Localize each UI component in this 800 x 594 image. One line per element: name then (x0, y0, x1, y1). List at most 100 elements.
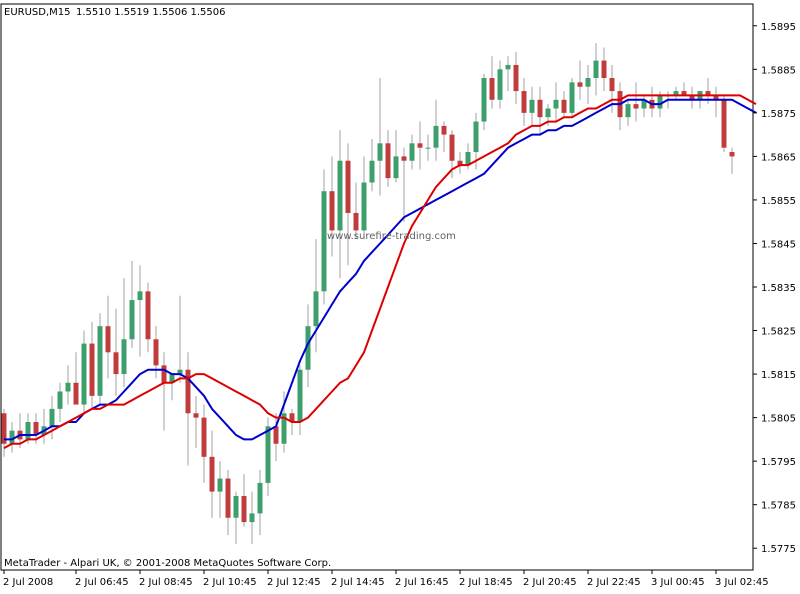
candle-body (353, 212, 359, 231)
price-tick-label: 1.5855 (761, 196, 796, 207)
candle-body (625, 104, 631, 118)
candle (137, 265, 143, 357)
candle-body (545, 108, 551, 118)
candle-body (561, 99, 567, 113)
candle (225, 469, 231, 536)
candle-body (73, 382, 79, 405)
candle-body (249, 513, 255, 523)
time-tick-label: 2 Jul 06:45 (75, 577, 129, 588)
candle (273, 413, 279, 462)
candle-body (641, 99, 647, 109)
candle (457, 152, 463, 174)
candle-body (313, 291, 319, 327)
candle-body (553, 99, 559, 109)
candle-body (65, 382, 71, 392)
time-tick-label: 2 Jul 14:45 (331, 577, 385, 588)
time-axis: 2 Jul 2008 2 Jul 06:45 2 Jul 08:45 2 Jul 10… (3, 570, 769, 588)
candle (57, 382, 63, 422)
candle-body (465, 152, 471, 166)
time-tick-label: 2 Jul 22:45 (587, 577, 641, 588)
candle (585, 64, 591, 105)
candle (385, 130, 391, 187)
price-tick-label: 1.5825 (761, 327, 796, 338)
candle (433, 99, 439, 161)
candle (497, 60, 503, 109)
candle (65, 365, 71, 405)
candle-body (273, 426, 279, 444)
candle-body (577, 82, 583, 87)
candle-body (489, 78, 495, 100)
candle (257, 469, 263, 536)
candle-body (81, 343, 87, 405)
candle-body (25, 421, 31, 440)
candle-body (297, 369, 303, 422)
candle (161, 352, 167, 431)
candle (441, 121, 447, 153)
candle (561, 91, 567, 118)
candle (9, 421, 15, 453)
candle-body (433, 125, 439, 148)
time-tick-label: 2 Jul 08:45 (139, 577, 193, 588)
candle-body (289, 413, 295, 422)
candle (185, 352, 191, 466)
candle-body (521, 91, 527, 113)
candle-body (1, 413, 7, 444)
time-tick-label: 2 Jul 2008 (3, 577, 53, 588)
candle (361, 156, 367, 240)
candle (337, 130, 343, 279)
candle (625, 99, 631, 126)
candle-body (441, 125, 447, 135)
candle-body (721, 99, 727, 148)
candle (377, 78, 383, 196)
candle (713, 86, 719, 118)
candle-body (329, 191, 335, 231)
price-axis: 1.5895 1.5885 1.5875 1.5865 1.5855 1.5845 1.58… (753, 22, 796, 555)
candle-body (657, 95, 663, 109)
candle-body (377, 143, 383, 161)
price-tick-label: 1.5815 (761, 370, 796, 381)
candle-body (457, 160, 463, 166)
candle (329, 156, 335, 257)
ma-fast-line (4, 98, 757, 441)
candle (169, 374, 175, 401)
candle (81, 330, 87, 414)
candle (409, 134, 415, 170)
candle (105, 295, 111, 379)
candle-body (681, 91, 687, 96)
candle (233, 491, 239, 544)
candle-body (705, 91, 711, 96)
candle-body (593, 60, 599, 79)
candle-body (633, 104, 639, 109)
time-tick-label: 3 Jul 02:45 (715, 577, 769, 588)
candle-body (169, 374, 175, 383)
candle-body (153, 339, 159, 366)
candle (505, 56, 511, 92)
candle-body (361, 182, 367, 231)
candle (513, 51, 519, 105)
candle (401, 147, 407, 222)
candle-body (89, 343, 95, 396)
candle (129, 260, 135, 348)
candle-body (337, 160, 343, 231)
candle (353, 182, 359, 240)
candle-body (9, 430, 15, 444)
candle (121, 278, 127, 388)
candle-body (689, 95, 695, 100)
candle-body (145, 291, 151, 340)
candle-body (209, 456, 215, 492)
candle-body (569, 82, 575, 113)
candle (145, 282, 151, 353)
candle-body (449, 134, 455, 161)
candle-body (585, 78, 591, 87)
candle-body (369, 160, 375, 183)
price-tick-label: 1.5795 (761, 457, 796, 468)
candle-body (177, 369, 183, 375)
candle (689, 86, 695, 109)
candle-body (265, 426, 271, 483)
candle (521, 78, 527, 126)
price-tick-label: 1.5805 (761, 414, 796, 425)
candle-body (385, 143, 391, 179)
candle-body (57, 391, 63, 409)
candle (345, 143, 351, 266)
